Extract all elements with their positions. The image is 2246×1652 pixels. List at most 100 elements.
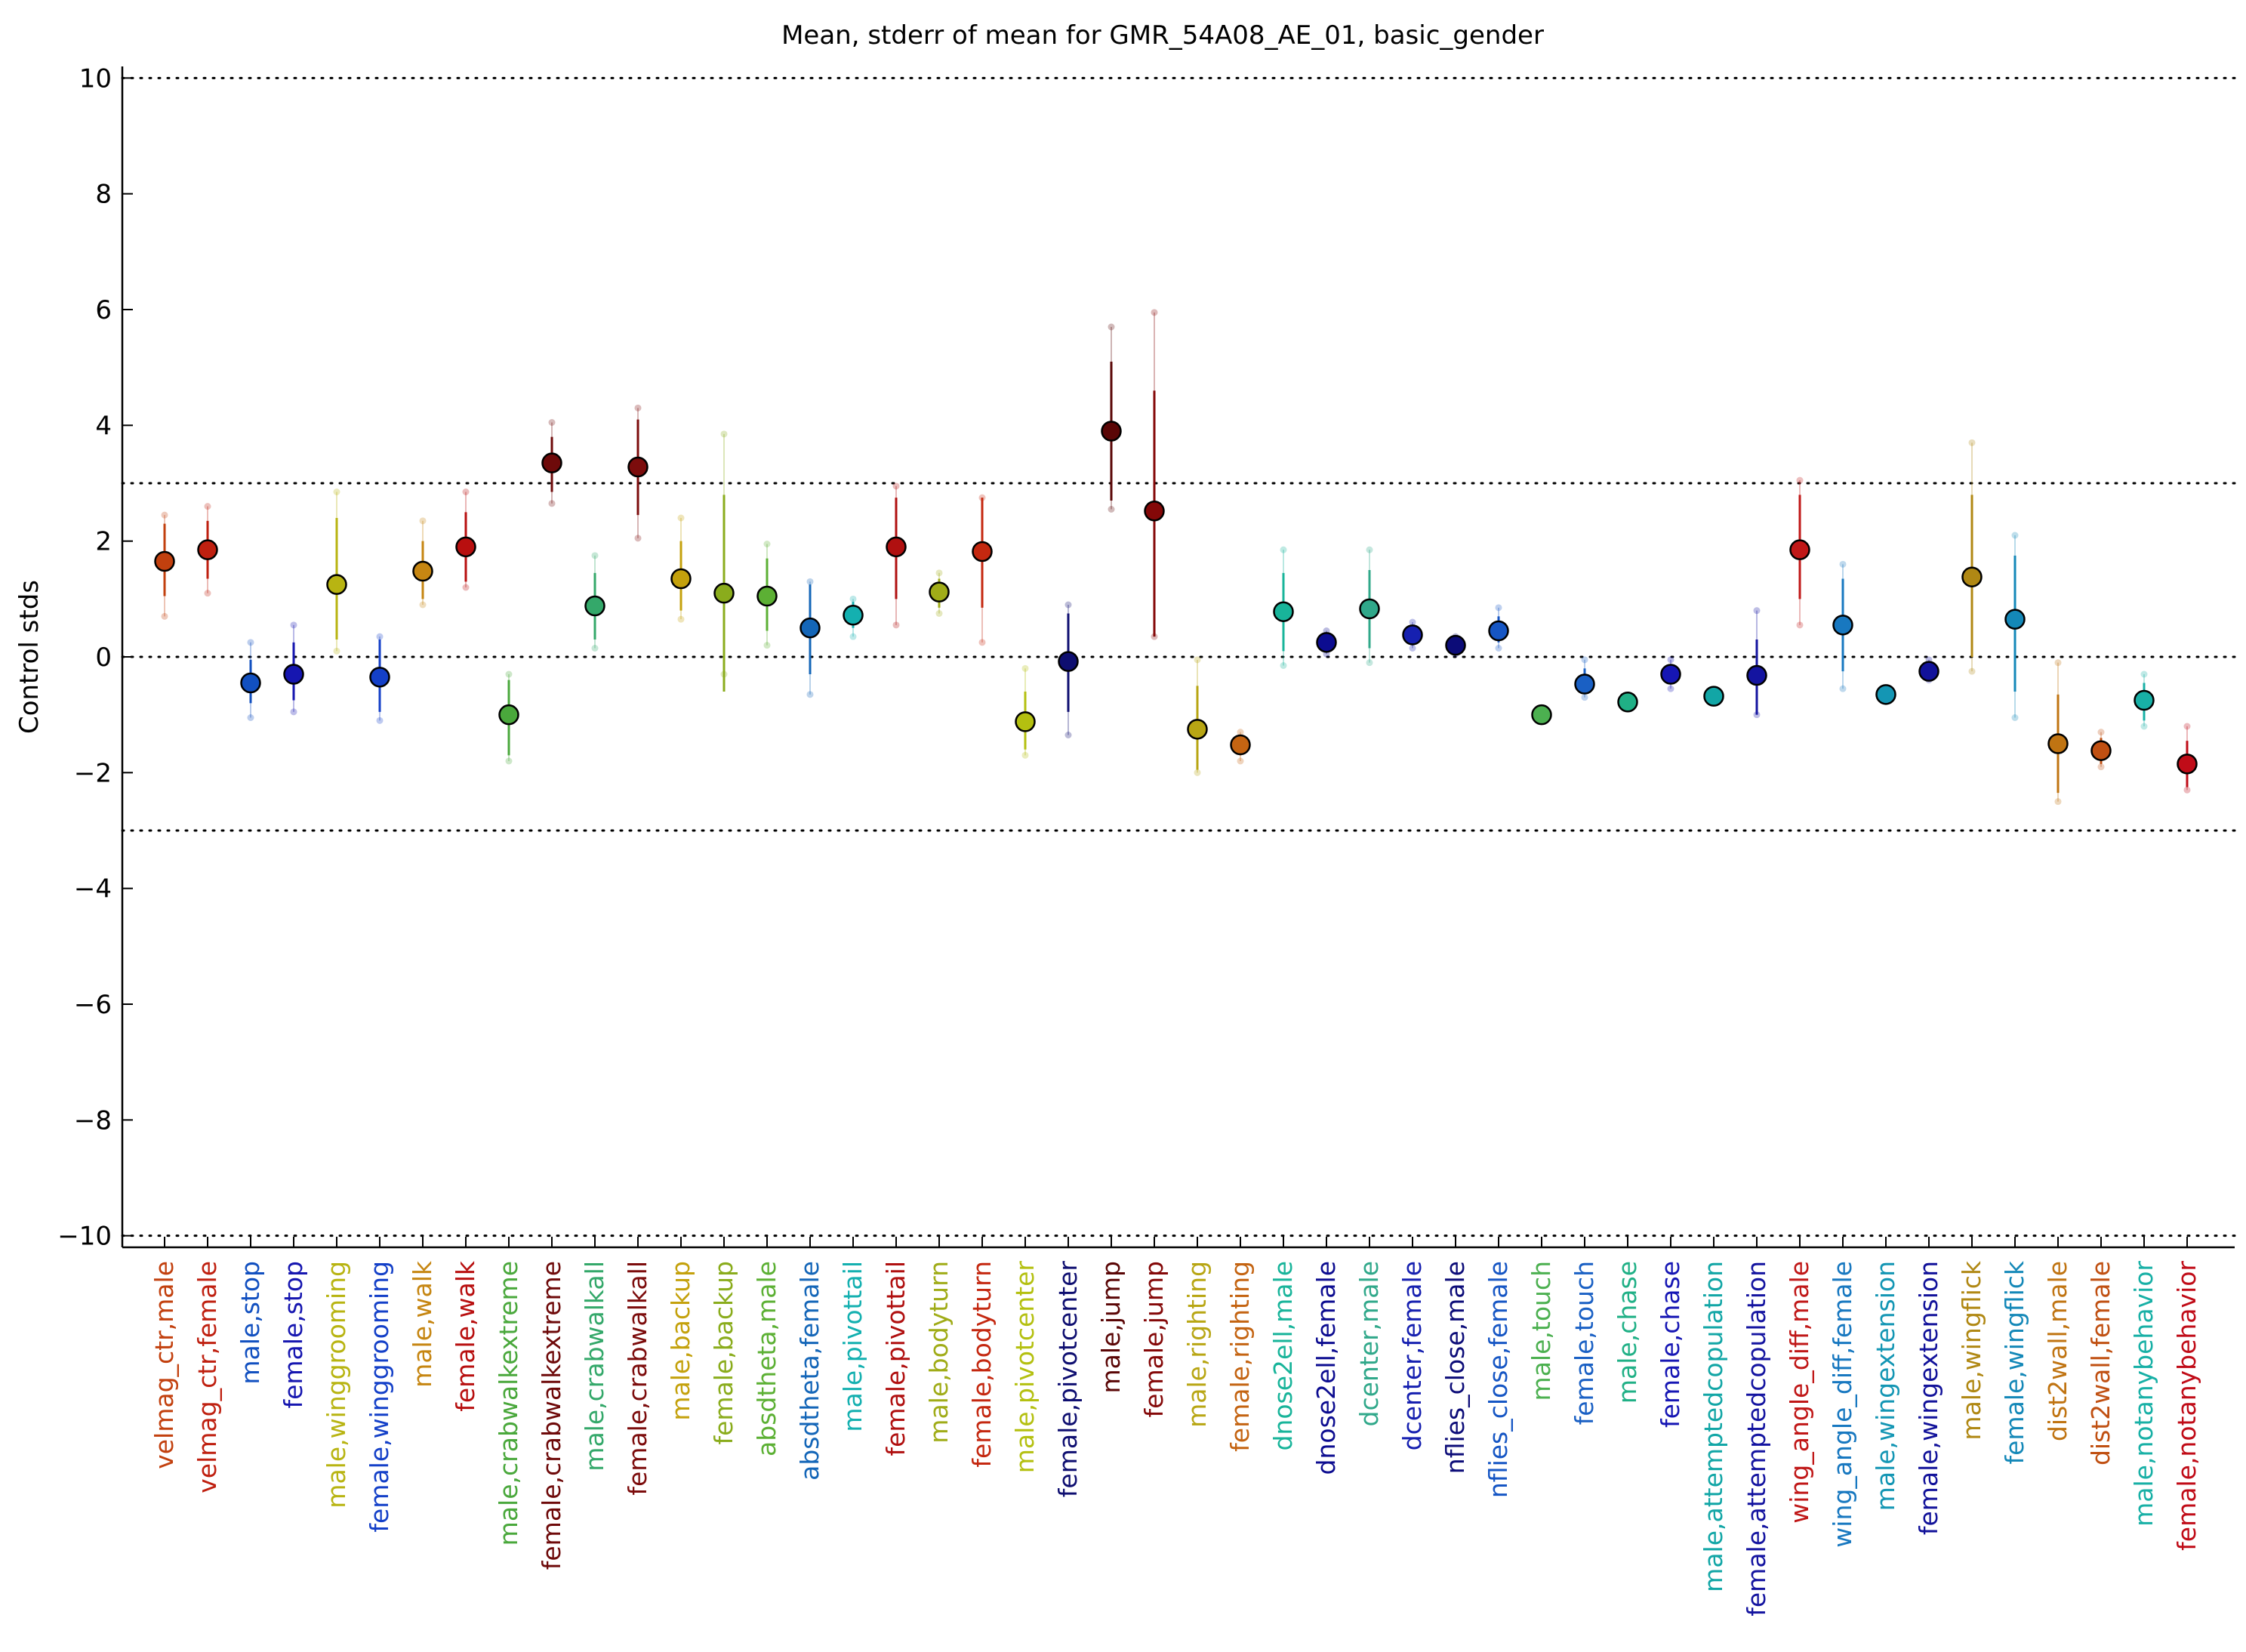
data-point-group: velmag_ctr,female	[193, 503, 222, 1493]
y-axis-label: Control stds	[14, 580, 45, 734]
range-min-dot	[161, 612, 168, 620]
x-tick-label: female,bodyturn	[967, 1261, 997, 1468]
range-min-dot	[204, 590, 211, 597]
data-point-group: male,chase	[1613, 692, 1642, 1404]
mean-marker	[1531, 704, 1552, 726]
mean-marker	[197, 539, 218, 560]
range-min-dot	[290, 708, 297, 716]
data-point-group: dist2wall,male	[2043, 659, 2072, 1441]
range-min-dot	[763, 642, 771, 649]
mean-marker	[756, 585, 778, 607]
y-tick-label: 10	[79, 63, 112, 94]
mean-marker	[1617, 692, 1638, 713]
x-tick-label: dist2wall,female	[2086, 1261, 2115, 1466]
x-tick-label: male,crabwalkextreme	[494, 1261, 523, 1546]
data-point-group: male,winggrooming	[322, 489, 351, 1509]
range-max-dot	[462, 489, 470, 495]
data-point-group: female,wingflick	[2000, 532, 2029, 1464]
range-min-dot	[1581, 694, 1588, 701]
data-point-group: dnose2ell,male	[1268, 546, 1298, 1451]
data-point-group: male,walk	[408, 517, 437, 1388]
x-tick-label: male,backup	[666, 1261, 695, 1421]
range-max-dot	[935, 569, 943, 577]
x-tick-label: female,wingextension	[1914, 1261, 1943, 1535]
x-tick-label: male,attemptedcopulation	[1699, 1261, 1728, 1592]
range-min-dot	[1796, 621, 1804, 629]
mean-marker	[929, 581, 950, 603]
x-tick-label: nflies_close,male	[1440, 1261, 1470, 1474]
mean-marker	[1961, 566, 1983, 587]
range-min-dot	[1021, 751, 1029, 759]
y-tick-label: 2	[95, 527, 112, 557]
x-tick-label: female,crabwalkextreme	[537, 1261, 566, 1570]
range-min-dot	[2140, 723, 2148, 730]
data-point-group: male,jump	[1096, 323, 1126, 1394]
range-max-dot	[548, 419, 556, 426]
x-tick-label: male,bodyturn	[924, 1261, 954, 1444]
mean-marker	[2090, 740, 2112, 761]
x-tick-label: wing_angle_diff,female	[1828, 1261, 1857, 1548]
range-min-dot	[978, 639, 986, 646]
mean-marker	[1832, 615, 1853, 636]
range-max-dot	[1064, 601, 1072, 609]
x-tick-label: male,winggrooming	[322, 1261, 351, 1509]
mean-marker	[326, 574, 347, 595]
range-min-dot	[634, 535, 642, 542]
x-tick-label: female,chase	[1656, 1261, 1685, 1428]
mean-marker	[1316, 632, 1337, 653]
mean-marker	[1144, 501, 1165, 522]
range-max-dot	[1280, 546, 1287, 553]
data-point-group: wing_angle_diff,female	[1828, 560, 1857, 1548]
y-tick-label: −10	[57, 1222, 112, 1252]
data-point-group: female,attemptedcopulation	[1742, 607, 1771, 1617]
data-point-group: female,walk	[451, 489, 480, 1412]
range-min-dot	[2097, 763, 2105, 771]
range-max-dot	[1409, 618, 1416, 626]
data-point-group: female,crabwalkall	[623, 404, 652, 1496]
x-tick-label: absdtheta,female	[795, 1261, 824, 1481]
range-min-dot	[892, 621, 900, 629]
y-tick-label: 0	[95, 643, 112, 673]
data-point-group: male,stop	[236, 639, 265, 1385]
x-tick-label: female,walk	[451, 1260, 480, 1412]
x-tick-label: female,righting	[1225, 1261, 1255, 1452]
data-point-group: female,pivottail	[881, 482, 910, 1456]
x-tick-label: female,winggrooming	[365, 1261, 394, 1533]
range-min-dot	[2183, 786, 2191, 794]
mean-marker	[154, 550, 175, 572]
data-point-group: male,righting	[1182, 656, 1212, 1428]
y-tick-label: 8	[95, 180, 112, 210]
y-tick-label: −4	[74, 874, 112, 905]
range-max-dot	[1366, 546, 1373, 553]
x-tick-label: male,jump	[1096, 1261, 1126, 1394]
range-min-dot	[505, 757, 513, 765]
mean-marker	[1230, 734, 1251, 756]
x-tick-label: male,pivotcenter	[1010, 1261, 1040, 1474]
mean-marker	[1574, 673, 1595, 695]
range-max-dot	[1151, 309, 1158, 316]
y-tick-label: −8	[74, 1105, 112, 1136]
range-max-dot	[2054, 659, 2062, 667]
data-point-group: female,crabwalkextreme	[537, 419, 566, 1570]
x-tick-label: female,attemptedcopulation	[1742, 1261, 1771, 1617]
mean-marker	[240, 672, 261, 694]
range-max-dot	[161, 511, 168, 519]
mean-marker	[283, 664, 304, 685]
data-point-group: male,pivotcenter	[1010, 664, 1040, 1474]
data-point-group: female,chase	[1656, 656, 1685, 1428]
range-min-dot	[1064, 732, 1072, 738]
range-min-dot	[2011, 714, 2019, 721]
range-min-dot	[1968, 667, 1976, 675]
x-tick-label: female,jump	[1139, 1261, 1169, 1417]
range-max-dot	[892, 482, 900, 490]
x-tick-label: male,chase	[1613, 1261, 1642, 1404]
mean-marker	[541, 452, 562, 473]
range-max-dot	[1753, 607, 1761, 615]
range-max-dot	[1108, 323, 1115, 331]
mean-marker	[843, 605, 864, 626]
range-max-dot	[290, 621, 297, 629]
x-tick-label: dcenter,male	[1354, 1261, 1384, 1426]
x-tick-label: dnose2ell,female	[1311, 1261, 1341, 1475]
x-tick-label: dnose2ell,male	[1268, 1261, 1298, 1451]
range-min-dot	[333, 647, 340, 655]
